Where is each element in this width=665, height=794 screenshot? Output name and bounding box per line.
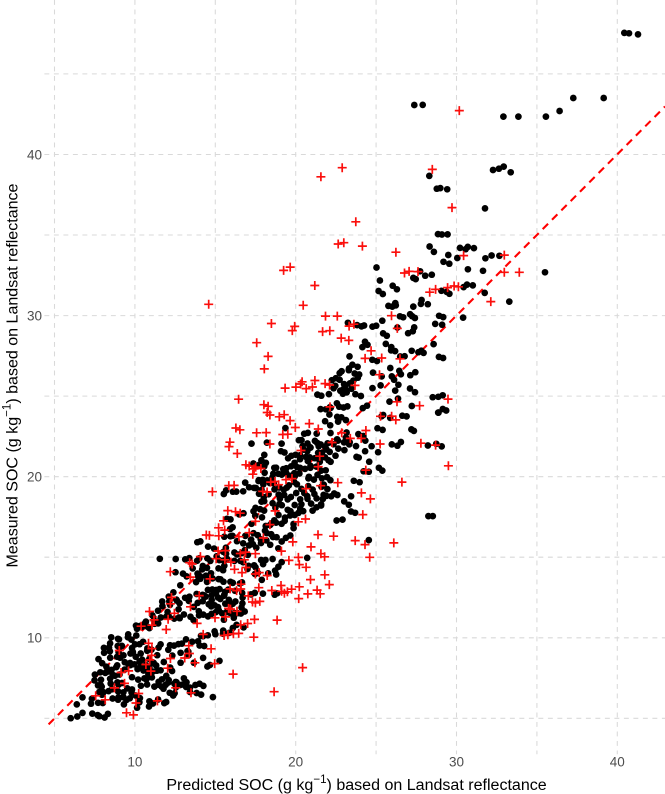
svg-text:30: 30 xyxy=(449,755,464,770)
svg-text:10: 10 xyxy=(127,755,142,770)
svg-text:40: 40 xyxy=(27,147,42,162)
svg-text:40: 40 xyxy=(610,755,625,770)
svg-text:Predicted SOC (g kg−1) based o: Predicted SOC (g kg−1) based on Landsat … xyxy=(166,773,546,794)
svg-text:20: 20 xyxy=(288,755,303,770)
svg-text:Measured SOC (g kg−1) based on: Measured SOC (g kg−1) based on Landsat r… xyxy=(1,183,22,567)
svg-text:20: 20 xyxy=(27,470,42,485)
svg-text:30: 30 xyxy=(27,309,42,324)
svg-text:10: 10 xyxy=(27,631,42,646)
